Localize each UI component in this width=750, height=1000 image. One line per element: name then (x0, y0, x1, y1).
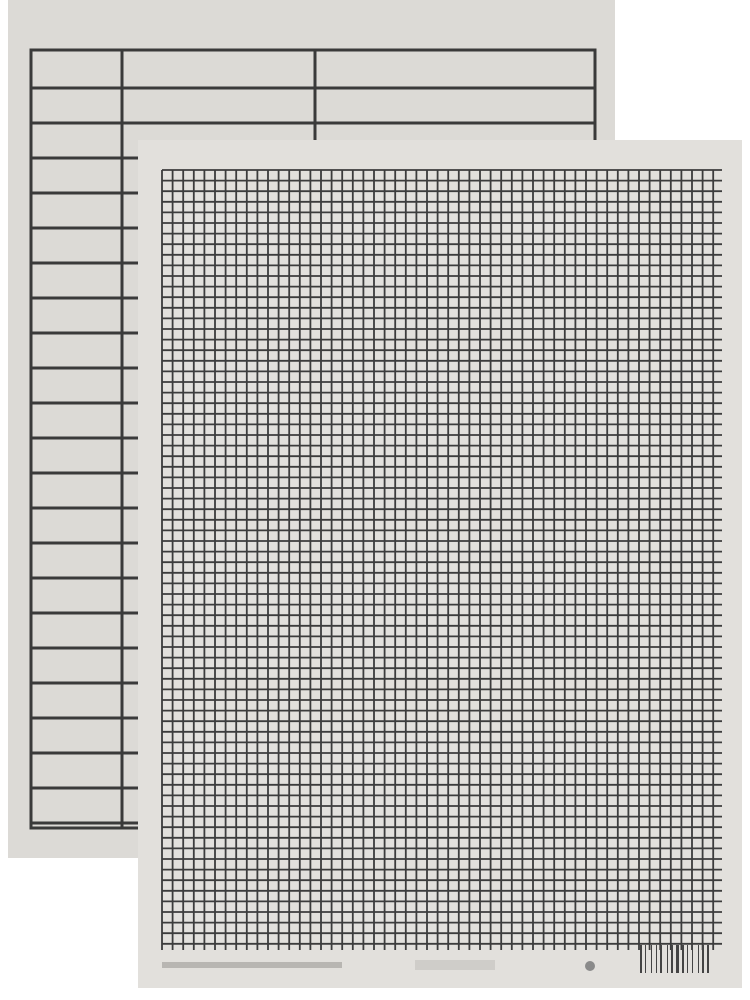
barcode-bar (687, 945, 688, 973)
barcode (640, 945, 709, 973)
barcode-bar (656, 945, 657, 973)
barcode-bar (645, 945, 646, 973)
barcode-bar (676, 945, 679, 973)
barcode-bar (671, 945, 673, 973)
barcode-bar (707, 945, 709, 973)
footer-mark (585, 961, 595, 971)
barcode-bar (640, 945, 642, 973)
barcode-bar (667, 945, 668, 973)
barcode-bar (682, 945, 684, 973)
grid-paper (161, 169, 722, 950)
footer-print (162, 962, 342, 968)
front-sheet (138, 140, 742, 988)
barcode-bar (698, 945, 699, 973)
barcode-bar (702, 945, 704, 973)
footer-logo (415, 960, 495, 970)
barcode-bar (660, 945, 662, 973)
ruled-table (29, 48, 597, 830)
barcode-bar (651, 945, 652, 973)
barcode-bar (692, 945, 693, 973)
